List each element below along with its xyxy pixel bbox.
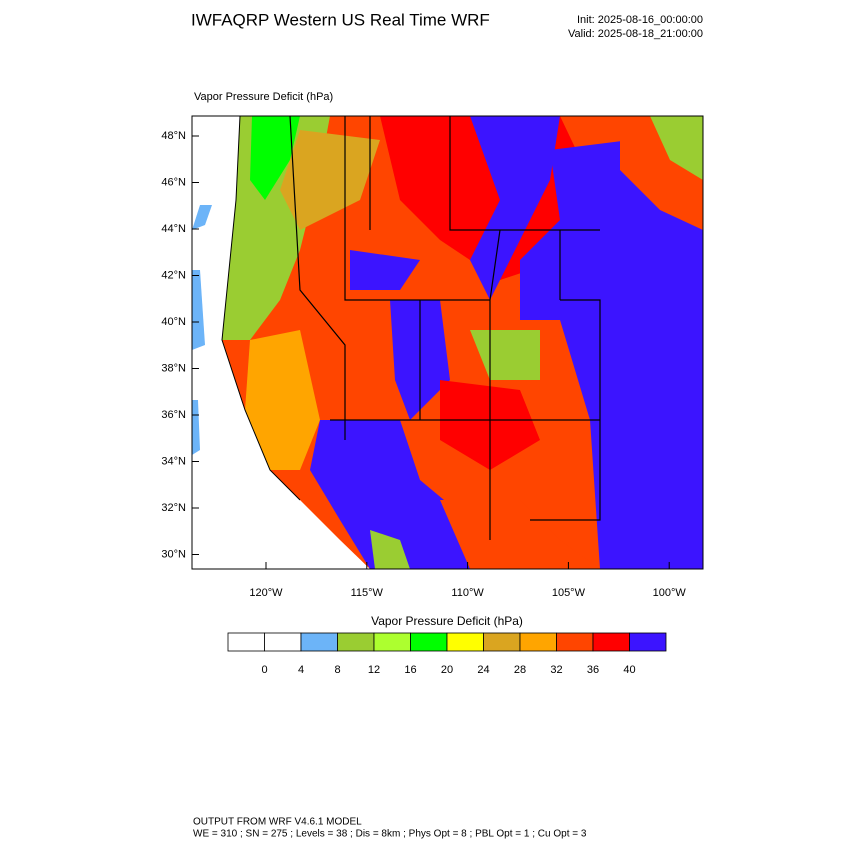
colorbar-box bbox=[264, 632, 302, 652]
lat-label: 40°N bbox=[161, 316, 186, 328]
map-title: Vapor Pressure Deficit (hPa) bbox=[194, 91, 333, 103]
colorbar-label: 32 bbox=[550, 664, 562, 676]
colorbar-label: 16 bbox=[404, 664, 416, 676]
lat-label: 48°N bbox=[161, 130, 186, 142]
colorbar-box bbox=[483, 632, 521, 652]
lon-label: 115°W bbox=[351, 587, 384, 599]
title: IWFAQRP Western US Real Time WRF bbox=[191, 10, 490, 29]
lon-label: 100°W bbox=[653, 587, 687, 599]
lon-label: 120°W bbox=[249, 587, 283, 599]
colorbar-box bbox=[592, 632, 630, 652]
lon-label: 105°W bbox=[552, 587, 586, 599]
colorbar-box bbox=[629, 632, 667, 652]
lon-label: 110°W bbox=[451, 587, 484, 599]
colorbar-label: 24 bbox=[477, 664, 489, 676]
lat-label: 34°N bbox=[161, 455, 186, 467]
lat-label: 32°N bbox=[161, 502, 186, 514]
lat-label: 44°N bbox=[161, 223, 186, 235]
lat-label: 42°N bbox=[161, 269, 186, 281]
init-time: Init: 2025-08-16_00:00:00 bbox=[577, 14, 703, 26]
colorbar-label: 4 bbox=[298, 664, 304, 676]
valid-time: Valid: 2025-08-18_21:00:00 bbox=[568, 28, 703, 40]
footer-line: WE = 310 ; SN = 275 ; Levels = 38 ; Dis … bbox=[193, 829, 587, 840]
colorbar-box bbox=[227, 632, 265, 652]
map-field bbox=[192, 116, 703, 569]
lat-label: 46°N bbox=[161, 176, 186, 188]
colorbar-box bbox=[556, 632, 594, 652]
colorbar-label: 0 bbox=[261, 664, 267, 676]
lat-label: 38°N bbox=[161, 362, 186, 374]
colorbar-label: 40 bbox=[623, 664, 635, 676]
colorbar-box bbox=[519, 632, 557, 652]
colorbar-box bbox=[373, 632, 411, 652]
colorbar-box bbox=[337, 632, 375, 652]
colorbar-label: 12 bbox=[368, 664, 380, 676]
colorbar-label: 36 bbox=[587, 664, 599, 676]
map-frame bbox=[191, 115, 704, 570]
colorbar-label: 28 bbox=[514, 664, 526, 676]
lat-label: 30°N bbox=[161, 548, 186, 560]
colorbar-box bbox=[410, 632, 448, 652]
footer-line: OUTPUT FROM WRF V4.6.1 MODEL bbox=[193, 817, 362, 828]
lat-label: 36°N bbox=[161, 409, 186, 421]
legend-title: Vapor Pressure Deficit (hPa) bbox=[371, 614, 523, 628]
colorbar-label: 20 bbox=[441, 664, 453, 676]
colorbar-box bbox=[446, 632, 484, 652]
colorbar-box bbox=[300, 632, 338, 652]
colorbar-label: 8 bbox=[334, 664, 340, 676]
map-axes: 48°N 46°N 44°N 42°N 40°N 38°N 36°N 34°N 32°N 30°N… bbox=[161, 130, 686, 599]
colorbar: 0 4 8 12 16 20 24 28 32 36 40 bbox=[227, 632, 667, 676]
